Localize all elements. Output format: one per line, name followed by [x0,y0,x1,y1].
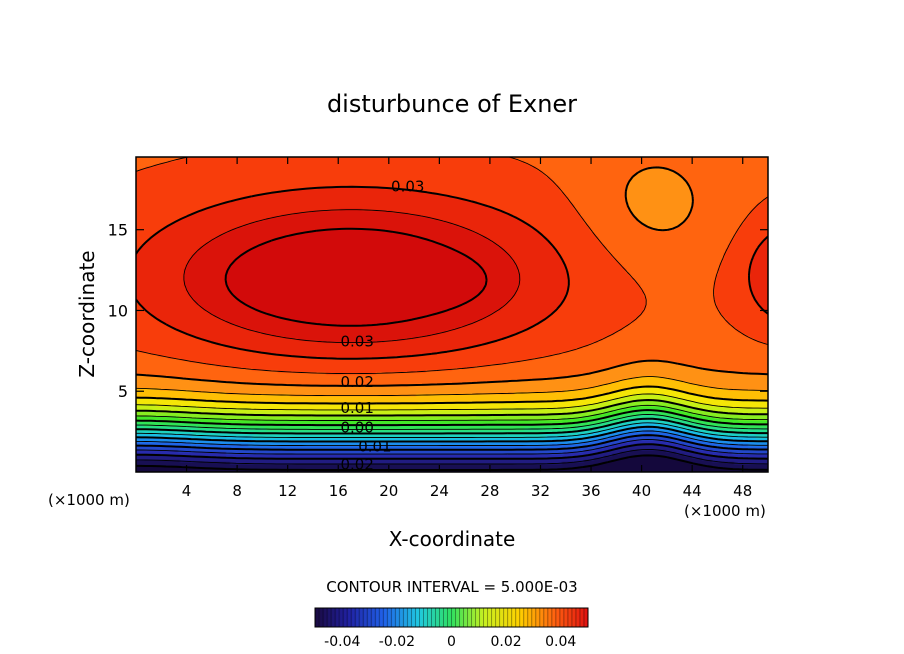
x-tick-label: 48 [733,482,752,500]
contour-label: 0.01 [358,438,391,456]
contour-line [136,185,768,360]
x-tick-label: 16 [329,482,348,500]
chart-title: disturbunce of Exner [327,90,577,118]
contour-line [136,443,768,460]
x-tick-label: 20 [379,482,398,500]
x-unit-right: (×1000 m) [684,502,766,520]
y-tick-label: 5 [118,382,128,401]
contour-label: 0.00 [340,418,373,436]
y-axis-ticks: 5 10 15 [108,221,768,401]
contour-line [136,422,768,438]
contour-interval-text: CONTOUR INTERVAL = 5.000E-03 [326,578,577,596]
x-tick-label: 40 [632,482,651,500]
x-axis-label: X-coordinate [389,527,516,551]
contour-line [136,399,768,417]
contour-line [136,414,768,430]
x-tick-label: 44 [683,482,702,500]
contour-line [136,404,768,421]
contour-label: 0.02 [340,373,373,391]
x-unit-left: (×1000 m) [48,491,130,509]
contour-label: 0.01 [340,399,373,417]
contour-line [136,448,768,465]
colorbar: -0.04 -0.02 0 0.02 0.04 [314,607,589,650]
x-tick-label: 4 [182,482,192,500]
x-tick-label: 32 [531,482,550,500]
colorbar-gradient [315,608,588,627]
x-tick-label: 28 [480,482,499,500]
colorbar-stripes [318,608,585,627]
contour-line [136,157,768,375]
y-axis-label: Z-coordinate [75,250,99,377]
contour-line [183,209,521,344]
x-tick-label: 24 [430,482,449,500]
colorbar-tick-label: 0 [447,634,456,650]
plot-frame [135,156,769,473]
contour-line [136,439,768,455]
colorbar-tick-label: 0.04 [545,634,576,650]
y-tick-label: 15 [108,221,128,240]
contour-line [136,425,768,443]
colorbar-tick-label: -0.02 [379,634,415,650]
x-axis-ticks: 4 8 12 16 20 24 28 32 36 40 44 48 [182,157,752,500]
contour-line [136,393,768,411]
contour-line [136,417,768,435]
colorbar-frame [314,607,589,628]
contour-line [136,454,768,471]
contour-lines [136,157,768,471]
colorbar-ticks: -0.04 -0.02 0 0.02 0.04 [324,634,576,650]
contour-line [136,434,768,451]
colorbar-tick-label: -0.04 [324,634,360,650]
plot-area: 0.030.030.020.010.000.010.02 4 8 12 16 20 24 2… [108,156,769,500]
x-tick-label: 8 [232,482,242,500]
contour-line [136,430,768,447]
contour-line [136,409,768,427]
contour-label: 0.03 [391,178,424,196]
contour-line [136,166,768,387]
contour-line [136,376,768,397]
contour-line [224,227,488,327]
contour-label: 0.03 [340,333,373,351]
x-tick-label: 36 [581,482,600,500]
contour-line [136,385,768,405]
colorbar-tick-label: 0.02 [491,634,522,650]
contour-labels: 0.030.030.020.010.000.010.02 [340,178,424,474]
x-tick-label: 12 [278,482,297,500]
y-tick-label: 10 [108,301,128,320]
contour-label: 0.02 [340,455,373,473]
